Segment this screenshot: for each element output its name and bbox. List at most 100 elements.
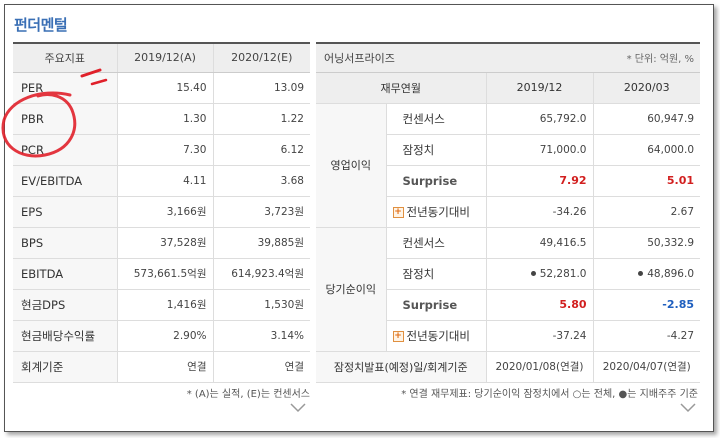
- table-row: Surprise 7.92 5.01: [316, 165, 701, 197]
- filled-dot-icon: [530, 271, 536, 276]
- cell-value: 2020/04/07(연결): [592, 351, 701, 383]
- table-row: EPS 3,166원 3,723원: [13, 196, 310, 228]
- plus-icon[interactable]: +: [392, 330, 404, 342]
- cell-value: 7.30: [116, 134, 213, 166]
- cell-value: 49,416.5: [485, 227, 593, 259]
- group-net-income: 당기순이익: [316, 227, 386, 352]
- surprise-value: 5.01: [666, 174, 695, 187]
- section-title: 펀더멘털: [14, 16, 68, 34]
- cell-value: 연결: [212, 351, 310, 383]
- row-label: 현금배당수익률: [13, 320, 117, 352]
- row-label: PCR: [13, 134, 117, 166]
- cell-value: 13.09: [212, 72, 310, 104]
- table-row: 당기순이익 컨센서스 49,416.5 50,332.9: [316, 227, 701, 352]
- row-label-expandable[interactable]: + 전년동기대비: [385, 320, 486, 352]
- header-2019: 2019/12(A): [116, 43, 213, 73]
- table-row: Surprise 5.80 -2.85: [316, 289, 701, 321]
- cell-value: -2.85: [592, 289, 701, 321]
- footnote-left: * (A)는 실적, (E)는 컨센서스: [186, 389, 310, 400]
- cell-value: 52,281.0: [485, 258, 593, 290]
- cell-value: 37,528원: [116, 227, 213, 259]
- table-row-footer: 잠정치발표(예정)일/회계기준 2020/01/08(연결) 2020/04/0…: [316, 351, 701, 383]
- row-label: PBR: [13, 103, 117, 135]
- announcement-date-label: 잠정치발표(예정)일/회계기준: [316, 351, 486, 383]
- cell-value: 48,896.0: [592, 258, 701, 290]
- filled-dot-icon: [638, 271, 644, 276]
- row-label: PER: [13, 72, 117, 104]
- table-row: + 전년동기대비 -37.24 -4.27: [316, 320, 701, 352]
- cell-value: 3.14%: [212, 320, 310, 352]
- header-indicator: 주요지표: [13, 43, 117, 73]
- row-label: 잠정치: [385, 134, 486, 166]
- cell-value: 1,530원: [212, 289, 310, 321]
- cell-value: 71,000.0: [485, 134, 593, 166]
- table-row: EV/EBITDA 4.11 3.68: [13, 165, 310, 197]
- table-row: BPS 37,528원 39,885원: [13, 227, 310, 259]
- cell-value: -34.26: [485, 196, 593, 228]
- cell-value: 1.22: [212, 103, 310, 135]
- unit-label: * 단위: 억원, %: [486, 43, 701, 73]
- value: 48,896.0: [647, 267, 695, 280]
- cell-value: -37.24: [485, 320, 593, 352]
- cell-value: 3.68: [212, 165, 310, 197]
- cell-value: 4.11: [116, 165, 213, 197]
- row-label: EBITDA: [13, 258, 117, 290]
- cell-value: -4.27: [592, 320, 701, 352]
- chevron-down-icon[interactable]: [680, 403, 696, 413]
- footnote-right: * 연결 재무제표: 당기순이익 잠정치에서 ○는 전체, ●는 지배주주 기준: [401, 389, 698, 400]
- cell-value: 50,332.9: [592, 227, 701, 259]
- value: 52,281.0: [539, 267, 587, 280]
- cell-value: 39,885원: [212, 227, 310, 259]
- cell-value: 6.12: [212, 134, 310, 166]
- cell-value: 15.40: [116, 72, 213, 104]
- cell-value: 3,723원: [212, 196, 310, 228]
- row-label: BPS: [13, 227, 117, 259]
- row-label-expandable[interactable]: + 전년동기대비: [385, 196, 486, 228]
- group-operating-income: 영업이익: [316, 103, 386, 228]
- row-label: EPS: [13, 196, 117, 228]
- cell-value: 5.80: [485, 289, 593, 321]
- header-period: 재무연월: [316, 72, 486, 104]
- surprise-value: -2.85: [662, 298, 695, 311]
- row-label: 잠정치: [385, 258, 486, 290]
- table-row: PCR 7.30 6.12: [13, 134, 310, 166]
- table-row: PER 15.40 13.09: [13, 72, 310, 104]
- cell-value: 2020/01/08(연결): [485, 351, 593, 383]
- row-label: EV/EBITDA: [13, 165, 117, 197]
- table-row: PBR 1.30 1.22: [13, 103, 310, 135]
- cell-value: 573,661.5억원: [116, 258, 213, 290]
- cell-value: 5.01: [592, 165, 701, 197]
- cell-value: 2.90%: [116, 320, 213, 352]
- table-row: 영업이익 컨센서스 65,792.0 60,947.9: [316, 103, 701, 228]
- table-title-row: 어닝서프라이즈 * 단위: 억원, %: [316, 43, 701, 73]
- row-label: 컨센서스: [385, 103, 486, 135]
- column-header-row: 재무연월 2019/12 2020/03: [316, 72, 701, 104]
- earnings-surprise-title: 어닝서프라이즈: [316, 43, 486, 73]
- plus-icon[interactable]: +: [392, 206, 404, 218]
- surprise-value: 7.92: [559, 174, 587, 187]
- header-2019-12: 2019/12: [485, 72, 593, 104]
- row-label: 회계기준: [13, 351, 117, 383]
- cell-value: 1,416원: [116, 289, 213, 321]
- earnings-surprise-table: 어닝서프라이즈 * 단위: 억원, % 재무연월 2019/12 2020/03…: [316, 42, 701, 383]
- row-label: 컨센서스: [385, 227, 486, 259]
- chevron-down-icon[interactable]: [290, 403, 306, 413]
- cell-value: 연결: [116, 351, 213, 383]
- table-row: EBITDA 573,661.5억원 614,923.4억원: [13, 258, 310, 290]
- cell-value: 614,923.4억원: [212, 258, 310, 290]
- cell-value: 65,792.0: [485, 103, 593, 135]
- table-header-row: 주요지표 2019/12(A) 2020/12(E): [13, 43, 310, 73]
- cell-value: 60,947.9: [592, 103, 701, 135]
- table-row: 잠정치 71,000.0 64,000.0: [316, 134, 701, 166]
- cell-value: 64,000.0: [592, 134, 701, 166]
- row-label: Surprise: [385, 289, 486, 321]
- table-row: 현금배당수익률 2.90% 3.14%: [13, 320, 310, 352]
- cell-value: 2.67: [592, 196, 701, 228]
- cell-value: 3,166원: [116, 196, 213, 228]
- key-indicators-table: 주요지표 2019/12(A) 2020/12(E) PER 15.40 13.…: [13, 42, 310, 383]
- row-label: 현금DPS: [13, 289, 117, 321]
- row-label: Surprise: [385, 165, 486, 197]
- surprise-value: 5.80: [559, 298, 587, 311]
- cell-value: 7.92: [485, 165, 593, 197]
- table-row: + 전년동기대비 -34.26 2.67: [316, 196, 701, 228]
